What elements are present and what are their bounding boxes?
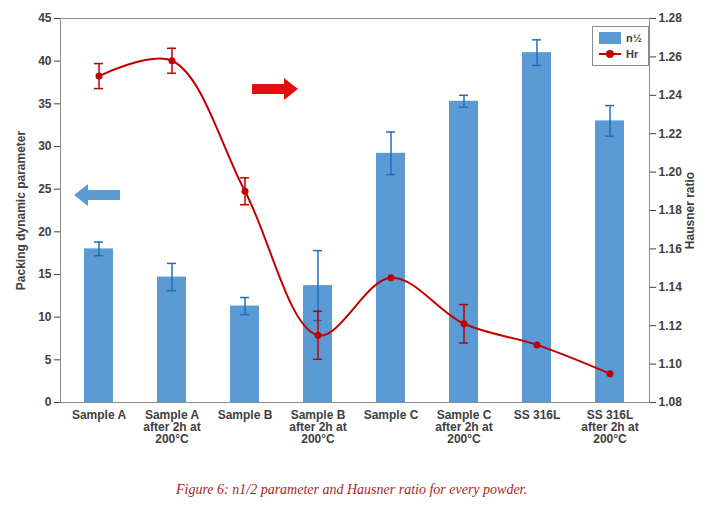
svg-text:SS 316Lafter 2h at200°C: SS 316Lafter 2h at200°C	[581, 408, 638, 446]
svg-text:Sample A: Sample A	[72, 408, 127, 422]
svg-text:Sample B: Sample B	[218, 408, 273, 422]
html-text:Hr: Hr	[626, 48, 639, 60]
svg-text:1.08: 1.08	[659, 395, 683, 409]
html-text:n½: n½	[626, 32, 642, 44]
svg-text:20: 20	[38, 225, 52, 239]
svg-text:10: 10	[38, 310, 52, 324]
svg-text:1.14: 1.14	[659, 280, 683, 294]
svg-text:Sample C: Sample C	[364, 408, 419, 422]
svg-text:Sample Aafter 2h at200°C: Sample Aafter 2h at200°C	[143, 408, 200, 446]
svg-text:1.10: 1.10	[659, 357, 683, 371]
svg-text:1.20: 1.20	[659, 165, 683, 179]
svg-text:Sample Cafter 2h at200°C: Sample Cafter 2h at200°C	[435, 408, 492, 446]
svg-text:15: 15	[38, 267, 52, 281]
svg-text:1.22: 1.22	[659, 127, 683, 141]
html-text:Figure 6: n1/2 parameter and H: Figure 6: n1/2 parameter and Hausner rat…	[176, 482, 527, 497]
svg-text:35: 35	[38, 97, 52, 111]
svg-text:45: 45	[38, 11, 52, 25]
svg-text:5: 5	[45, 353, 52, 367]
svg-text:1.26: 1.26	[659, 50, 683, 64]
svg-text:0: 0	[45, 395, 52, 409]
svg-text:Hausner ratio: Hausner ratio	[683, 172, 697, 249]
svg-text:Packing dynamic parameter: Packing dynamic parameter	[14, 130, 28, 290]
svg-text:1.12: 1.12	[659, 319, 683, 333]
svg-text:1.28: 1.28	[659, 11, 683, 25]
svg-text:SS 316L: SS 316L	[514, 408, 561, 422]
svg-text:40: 40	[38, 54, 52, 68]
svg-text:Sample Bafter 2h at200°C: Sample Bafter 2h at200°C	[289, 408, 346, 446]
svg-text:25: 25	[38, 182, 52, 196]
svg-text:1.18: 1.18	[659, 203, 683, 217]
svg-text:1.16: 1.16	[659, 242, 683, 256]
svg-text:1.24: 1.24	[659, 88, 683, 102]
svg-text:30: 30	[38, 139, 52, 153]
